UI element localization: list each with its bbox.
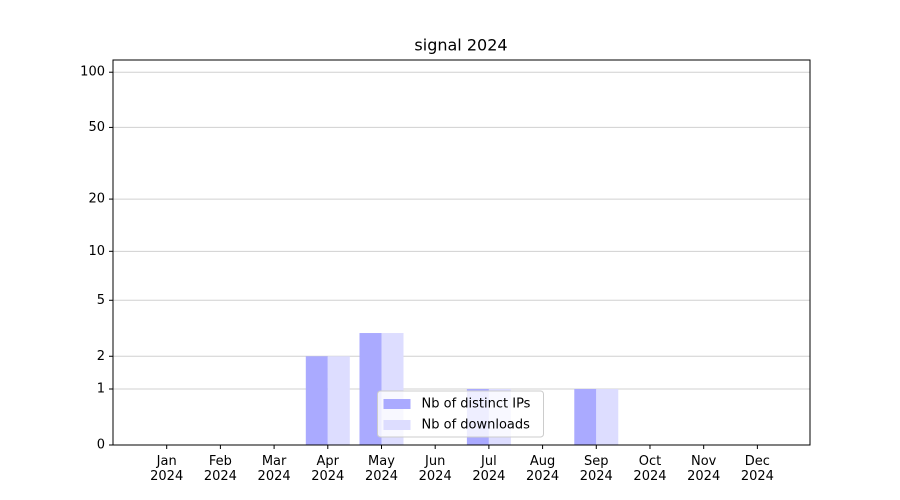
y-tick-label: 100	[80, 65, 105, 80]
legend-label: Nb of distinct IPs	[422, 397, 531, 412]
bar	[596, 389, 619, 445]
x-tick-label: Oct 2024	[633, 454, 667, 484]
x-tick-label: Jul 2024	[472, 454, 506, 484]
legend: Nb of distinct IPs Nb of downloads	[377, 390, 544, 438]
x-tick-label: Mar 2024	[257, 454, 291, 484]
grid	[113, 71, 810, 446]
x-tick-label: Jun 2024	[418, 454, 452, 484]
y-tick-label: 2	[97, 349, 105, 364]
y-tick-label: 5	[97, 293, 105, 308]
plot-frame	[112, 59, 811, 446]
y-tick-label: 1	[97, 382, 105, 397]
x-tick-label: May 2024	[364, 454, 399, 484]
y-tick-label: 10	[88, 244, 105, 259]
bar	[359, 333, 382, 445]
legend-swatch	[383, 420, 411, 430]
x-tick-label: Sep 2024	[579, 454, 613, 484]
x-tick-label: Feb 2024	[203, 454, 237, 484]
x-tick-label: Aug 2024	[526, 454, 560, 484]
legend-label: Nb of downloads	[422, 418, 531, 433]
bar	[574, 389, 597, 445]
x-tick-label: Dec 2024	[740, 454, 774, 484]
legend-box	[377, 390, 544, 438]
x-tick-label: Apr 2024	[311, 454, 345, 484]
y-tick-label: 50	[88, 120, 105, 135]
chart-title: signal 2024	[414, 36, 507, 55]
x-tick-label: Nov 2024	[687, 454, 721, 484]
bar	[305, 356, 328, 445]
legend-swatch	[383, 399, 411, 409]
y-tick-label: 20	[88, 192, 105, 207]
bar	[327, 356, 350, 445]
x-tick-label: Jan 2024	[150, 454, 184, 484]
y-tick-label: 0	[97, 438, 105, 453]
